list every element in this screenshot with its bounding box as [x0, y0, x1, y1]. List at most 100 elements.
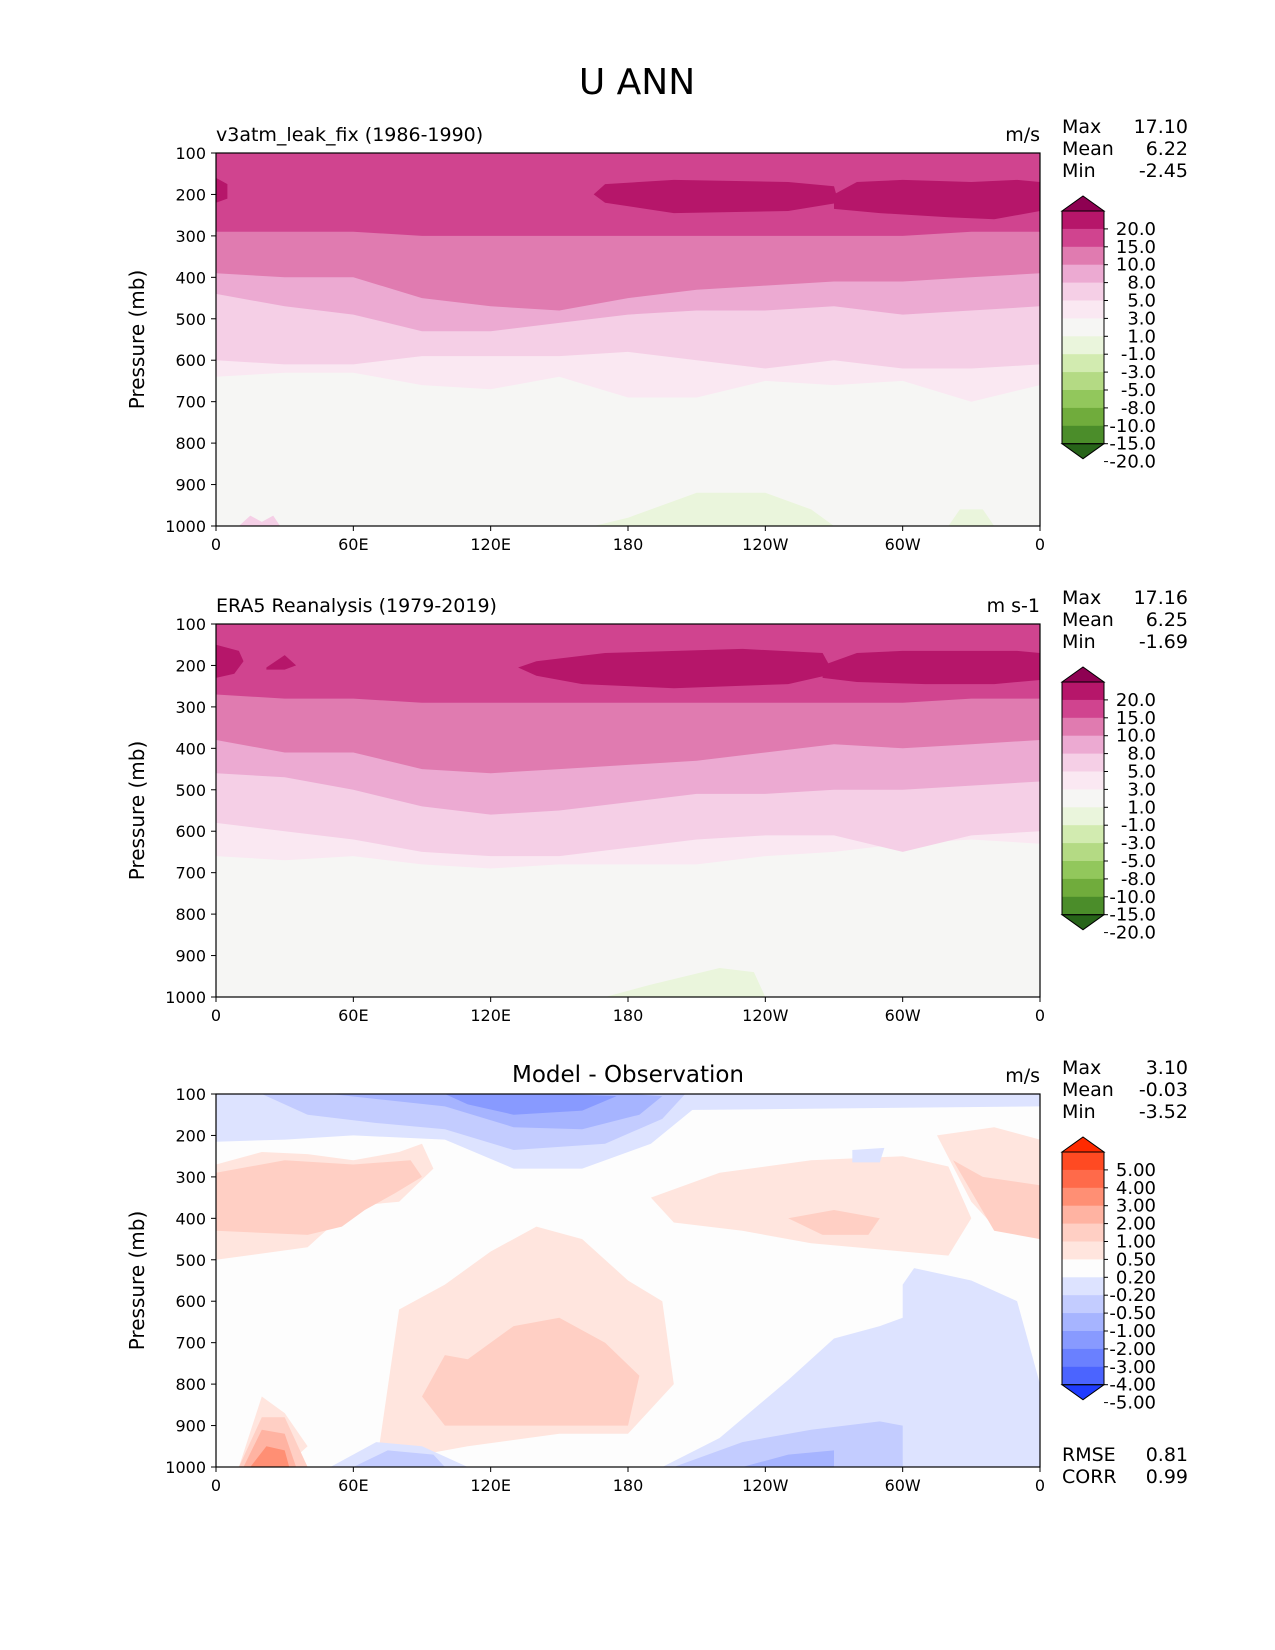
x-tick-label: 120W: [742, 535, 789, 554]
colorbar-tick-label: 5.0: [1127, 762, 1156, 783]
colorbar-swatch: [1062, 1241, 1104, 1260]
colorbar-tick-label: 2.00: [1116, 1214, 1156, 1235]
colorbar-tick-label: 20.0: [1116, 690, 1156, 711]
contour-region: [673, 1421, 903, 1467]
stats-label: Mean: [1062, 609, 1114, 631]
colorbar-swatch: [1062, 425, 1104, 445]
x-tick-label: 120E: [470, 1476, 511, 1495]
contour-region: [742, 1450, 834, 1467]
y-tick-label: 400: [175, 1209, 206, 1228]
colorbar-tick-label: -20.0: [1109, 452, 1156, 473]
stats-value: 6.25: [1146, 609, 1188, 631]
colorbar-tick-label: -15.0: [1109, 434, 1156, 455]
contour-region: [822, 650, 1040, 685]
colorbar-swatch: [1062, 318, 1104, 337]
colorbar-tick-label: -0.20: [1109, 1285, 1156, 1306]
contour-region: [238, 515, 281, 526]
stats-label: Min: [1062, 631, 1096, 653]
stats-value: 17.16: [1134, 587, 1188, 609]
contour-region: [593, 492, 834, 526]
x-tick-label: 0: [1035, 535, 1045, 554]
contour-region: [216, 1160, 422, 1235]
y-tick-label: 1000: [165, 988, 206, 1007]
contour-region: [266, 655, 297, 670]
colorbar-swatch: [1062, 1313, 1104, 1332]
stats-value: -3.52: [1139, 1101, 1188, 1123]
metric-value: 0.81: [1146, 1444, 1188, 1466]
stats-value: -0.03: [1139, 1079, 1188, 1101]
y-tick-label: 200: [175, 656, 206, 675]
contour-region: [834, 179, 1040, 220]
y-tick-label: 100: [175, 1085, 206, 1104]
stats-value: 17.10: [1134, 116, 1188, 138]
y-tick-label: 400: [175, 739, 206, 758]
colorbar-swatch: [1062, 372, 1104, 391]
colorbar-tick-label: -8.0: [1121, 869, 1156, 890]
y-tick-label: 200: [175, 185, 206, 204]
colorbar-tick-label: -1.0: [1121, 344, 1156, 365]
x-tick-label: 60E: [338, 1006, 368, 1025]
colorbar-tick-label: 4.00: [1116, 1178, 1156, 1199]
contour-region: [216, 644, 244, 678]
colorbar: 5.004.003.002.001.000.500.20-0.20-0.50-1…: [1060, 1136, 1156, 1414]
colorbar-tick-label: -5.0: [1121, 851, 1156, 872]
contour-region: [605, 968, 766, 997]
colorbar-swatch: [1062, 1259, 1104, 1278]
colorbar-swatch: [1062, 699, 1104, 719]
y-tick-label: 800: [175, 1375, 206, 1394]
y-tick-label: 700: [175, 393, 206, 412]
y-axis-label: Pressure (mb): [125, 741, 149, 881]
y-tick-label: 400: [175, 268, 206, 287]
colorbar-tick-label: -20.0: [1109, 923, 1156, 944]
colorbar-swatch: [1062, 228, 1104, 248]
y-tick-label: 500: [175, 310, 206, 329]
colorbar-outline: [1061, 1151, 1105, 1386]
contour-region: [353, 1450, 445, 1467]
contour-region: [662, 1268, 1040, 1467]
colorbar-swatch: [1062, 1169, 1104, 1189]
contour-region: [250, 1446, 290, 1467]
units-label: m/s: [1005, 124, 1040, 146]
stats-label: Mean: [1062, 138, 1114, 160]
colorbar-tick-label: -0.50: [1109, 1303, 1156, 1324]
y-tick-label: 800: [175, 434, 206, 453]
y-tick-label: 700: [175, 1334, 206, 1353]
units-label: m s-1: [987, 595, 1040, 617]
colorbar-swatch: [1062, 390, 1104, 409]
colorbar-tick-label: -3.0: [1121, 362, 1156, 383]
y-tick-label: 900: [175, 1417, 206, 1436]
metric-label: RMSE: [1062, 1444, 1116, 1466]
contour-fills: [216, 624, 1040, 997]
x-tick-label: 120W: [742, 1476, 789, 1495]
y-tick-label: 600: [175, 1292, 206, 1311]
x-tick-label: 0: [1035, 1476, 1045, 1495]
colorbar-swatch: [1062, 1205, 1104, 1225]
contour-region: [852, 1147, 885, 1163]
y-tick-label: 600: [175, 822, 206, 841]
colorbar-swatch: [1062, 246, 1104, 266]
colorbar-tick-label: 15.0: [1116, 708, 1156, 729]
colorbar-swatch: [1062, 735, 1104, 755]
colorbar-tick-label: 1.00: [1116, 1232, 1156, 1253]
colorbar-tick-label: -4.00: [1109, 1375, 1156, 1396]
x-tick-label: 120W: [742, 1006, 789, 1025]
x-tick-label: 60W: [885, 1476, 921, 1495]
stats-label: Min: [1062, 1101, 1096, 1123]
x-tick-label: 0: [211, 535, 221, 554]
metric-value: 0.99: [1146, 1466, 1188, 1488]
colorbar-extend-top: [1060, 666, 1106, 683]
colorbar-swatch: [1062, 771, 1104, 790]
panel-1: 100 200 300 400 500 600 700 800 900 1000 0 60E 120E 1…: [125, 116, 1188, 554]
colorbar-swatch: [1062, 211, 1104, 230]
x-tick-label: 180: [613, 1006, 644, 1025]
colorbar-extend-top: [1060, 1136, 1106, 1153]
colorbar-tick-label: -2.00: [1109, 1339, 1156, 1360]
colorbar-swatch: [1062, 407, 1104, 427]
contour-fills: [216, 153, 1040, 526]
colorbar-tick-label: 1.0: [1127, 797, 1156, 818]
y-tick-label: 100: [175, 615, 206, 634]
x-tick-label: 180: [613, 1476, 644, 1495]
colorbar-tick-label: -8.0: [1121, 398, 1156, 419]
